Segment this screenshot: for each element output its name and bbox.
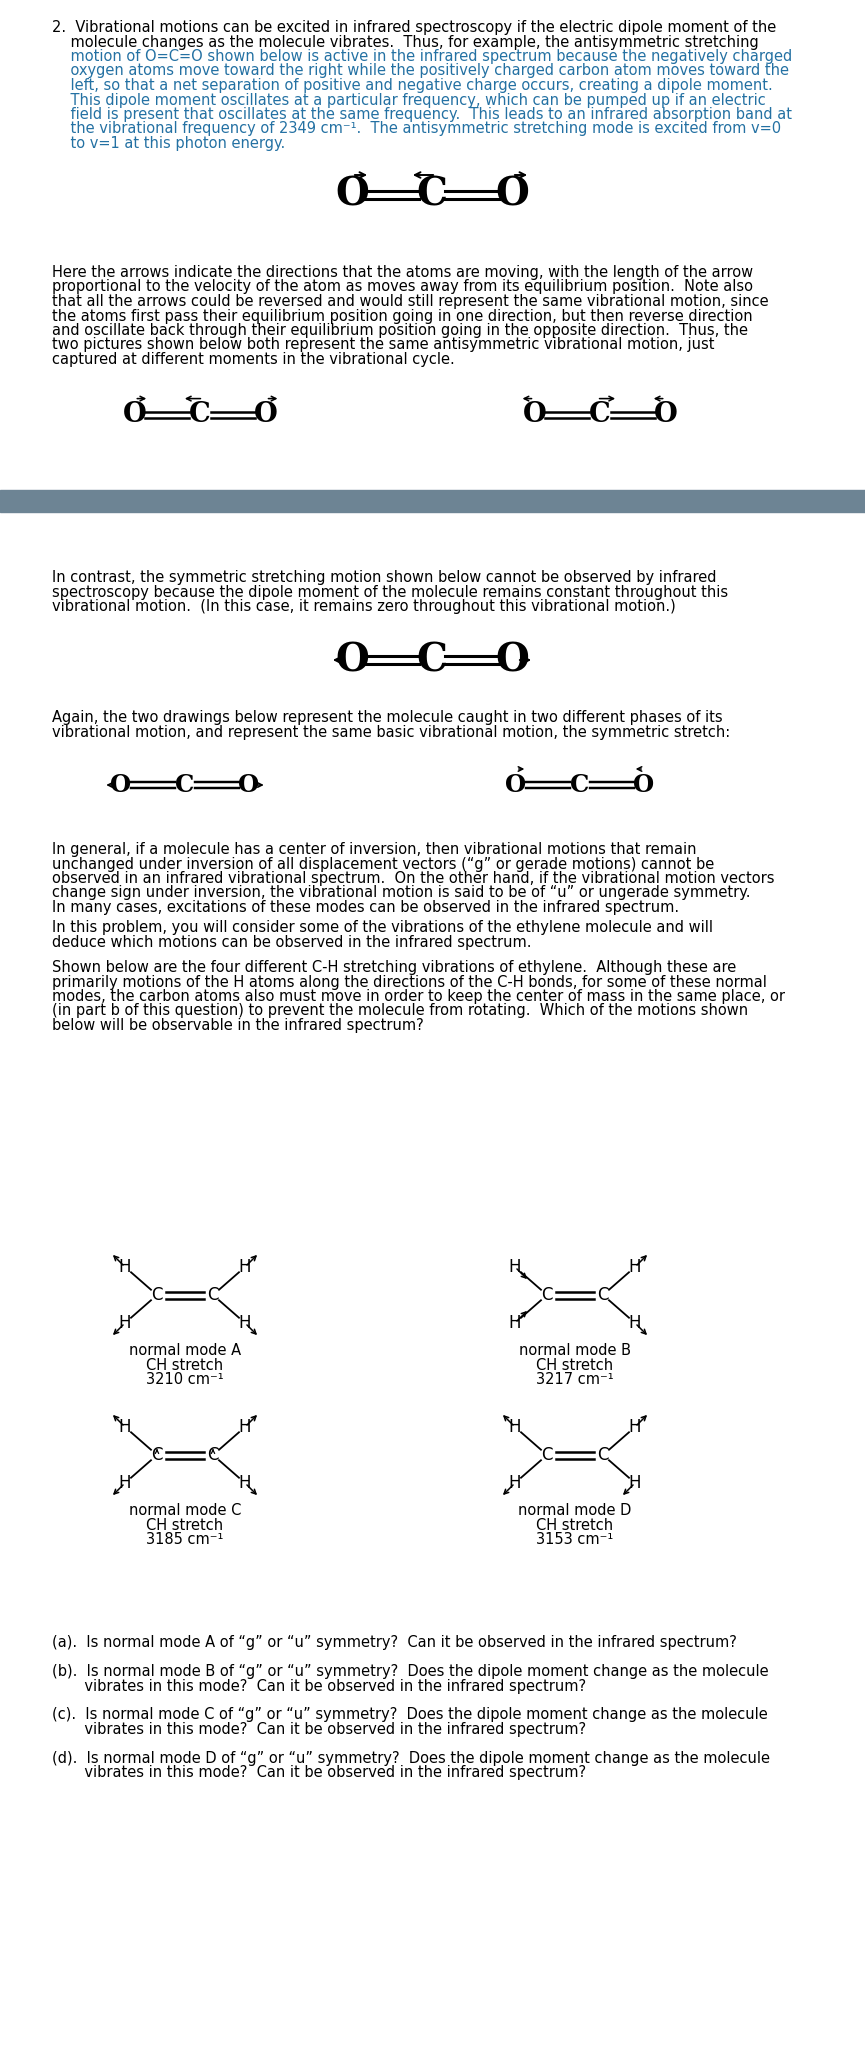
Text: modes, the carbon atoms also must move in order to keep the center of mass in th: modes, the carbon atoms also must move i…	[52, 990, 785, 1004]
Text: 3210 cm⁻¹: 3210 cm⁻¹	[146, 1371, 224, 1388]
Text: CH stretch: CH stretch	[536, 1518, 613, 1533]
Text: C: C	[541, 1446, 553, 1464]
Text: H: H	[509, 1475, 522, 1491]
Text: normal mode A: normal mode A	[129, 1342, 241, 1359]
Text: CH stretch: CH stretch	[146, 1357, 223, 1373]
Text: C: C	[417, 642, 447, 679]
Text: molecule changes as the molecule vibrates.  Thus, for example, the antisymmetric: molecule changes as the molecule vibrate…	[52, 35, 759, 50]
Text: C: C	[597, 1286, 609, 1305]
Text: H: H	[509, 1257, 522, 1276]
Text: O: O	[633, 772, 655, 797]
Text: C: C	[151, 1446, 163, 1464]
Text: Shown below are the four different C-H stretching vibrations of ethylene.  Altho: Shown below are the four different C-H s…	[52, 961, 736, 975]
Text: that all the arrows could be reversed and would still represent the same vibrati: that all the arrows could be reversed an…	[52, 294, 769, 309]
Text: C: C	[189, 402, 211, 429]
Text: H: H	[509, 1313, 522, 1332]
Text: C: C	[597, 1446, 609, 1464]
Text: left, so that a net separation of positive and negative charge occurs, creating : left, so that a net separation of positi…	[52, 79, 772, 93]
Text: change sign under inversion, the vibrational motion is said to be of “u” or unge: change sign under inversion, the vibrati…	[52, 886, 751, 901]
Text: H: H	[119, 1257, 131, 1276]
Text: primarily motions of the H atoms along the directions of the C-H bonds, for some: primarily motions of the H atoms along t…	[52, 975, 767, 990]
Text: C: C	[570, 772, 590, 797]
Text: H: H	[119, 1313, 131, 1332]
Text: O: O	[111, 772, 131, 797]
Text: H: H	[239, 1257, 251, 1276]
Text: O: O	[654, 402, 677, 429]
Text: H: H	[629, 1475, 641, 1491]
Text: H: H	[509, 1419, 522, 1435]
Text: O: O	[335, 176, 368, 213]
Text: C: C	[208, 1446, 219, 1464]
Text: H: H	[629, 1313, 641, 1332]
Text: below will be observable in the infrared spectrum?: below will be observable in the infrared…	[52, 1019, 424, 1033]
Text: H: H	[239, 1419, 251, 1435]
Text: In this problem, you will consider some of the vibrations of the ethylene molecu: In this problem, you will consider some …	[52, 920, 713, 934]
Text: In contrast, the symmetric stretching motion shown below cannot be observed by i: In contrast, the symmetric stretching mo…	[52, 570, 716, 584]
Text: vibrates in this mode?  Can it be observed in the infrared spectrum?: vibrates in this mode? Can it be observe…	[52, 1721, 586, 1738]
Text: H: H	[119, 1475, 131, 1491]
Text: normal mode B: normal mode B	[519, 1342, 631, 1359]
Text: Here the arrows indicate the directions that the atoms are moving, with the leng: Here the arrows indicate the directions …	[52, 265, 753, 280]
Text: O: O	[253, 402, 278, 429]
Text: 2.  Vibrational motions can be excited in infrared spectroscopy if the electric : 2. Vibrational motions can be excited in…	[52, 21, 776, 35]
Text: H: H	[629, 1419, 641, 1435]
Text: the vibrational frequency of 2349 cm⁻¹.  The antisymmetric stretching mode is ex: the vibrational frequency of 2349 cm⁻¹. …	[52, 122, 781, 137]
Text: C: C	[417, 176, 447, 213]
Text: (in part b of this question) to prevent the molecule from rotating.  Which of th: (in part b of this question) to prevent …	[52, 1004, 748, 1019]
Text: H: H	[629, 1257, 641, 1276]
Text: H: H	[239, 1313, 251, 1332]
Text: captured at different moments in the vibrational cycle.: captured at different moments in the vib…	[52, 352, 455, 367]
Text: (b).  Is normal mode B of “g” or “u” symmetry?  Does the dipole moment change as: (b). Is normal mode B of “g” or “u” symm…	[52, 1663, 769, 1680]
Text: C: C	[589, 402, 611, 429]
Text: oxygen atoms move toward the right while the positively charged carbon atom move: oxygen atoms move toward the right while…	[52, 64, 789, 79]
Text: C: C	[176, 772, 195, 797]
Text: H: H	[119, 1419, 131, 1435]
Text: O: O	[123, 402, 146, 429]
Text: Again, the two drawings below represent the molecule caught in two different pha: Again, the two drawings below represent …	[52, 710, 722, 725]
Text: C: C	[541, 1286, 553, 1305]
Text: motion of O=C=O shown below is active in the infrared spectrum because the negat: motion of O=C=O shown below is active in…	[52, 50, 792, 64]
Text: to v=1 at this photon energy.: to v=1 at this photon energy.	[52, 137, 285, 151]
Text: normal mode C: normal mode C	[129, 1504, 241, 1518]
Text: (d).  Is normal mode D of “g” or “u” symmetry?  Does the dipole moment change as: (d). Is normal mode D of “g” or “u” symm…	[52, 1750, 770, 1767]
Text: (a).  Is normal mode A of “g” or “u” symmetry?  Can it be observed in the infrar: (a). Is normal mode A of “g” or “u” symm…	[52, 1634, 737, 1651]
Text: observed in an infrared vibrational spectrum.  On the other hand, if the vibrati: observed in an infrared vibrational spec…	[52, 872, 774, 886]
Text: spectroscopy because the dipole moment of the molecule remains constant througho: spectroscopy because the dipole moment o…	[52, 584, 728, 599]
Text: O: O	[495, 642, 529, 679]
Text: 3153 cm⁻¹: 3153 cm⁻¹	[536, 1533, 613, 1547]
Text: two pictures shown below both represent the same antisymmetric vibrational motio: two pictures shown below both represent …	[52, 338, 714, 352]
Text: O: O	[505, 772, 527, 797]
Text: normal mode D: normal mode D	[518, 1504, 631, 1518]
Text: 3217 cm⁻¹: 3217 cm⁻¹	[536, 1371, 614, 1388]
Text: vibrates in this mode?  Can it be observed in the infrared spectrum?: vibrates in this mode? Can it be observe…	[52, 1764, 586, 1781]
Text: and oscillate back through their equilibrium position going in the opposite dire: and oscillate back through their equilib…	[52, 323, 748, 338]
Text: vibrational motion.  (In this case, it remains zero throughout this vibrational : vibrational motion. (In this case, it re…	[52, 599, 676, 613]
Text: CH stretch: CH stretch	[146, 1518, 223, 1533]
Text: This dipole moment oscillates at a particular frequency, which can be pumped up : This dipole moment oscillates at a parti…	[52, 93, 766, 108]
Text: field is present that oscillates at the same frequency.  This leads to an infrar: field is present that oscillates at the …	[52, 108, 792, 122]
Text: O: O	[335, 642, 368, 679]
Text: deduce which motions can be observed in the infrared spectrum.: deduce which motions can be observed in …	[52, 934, 531, 949]
Text: O: O	[495, 176, 529, 213]
Text: O: O	[522, 402, 547, 429]
Bar	[0, 491, 865, 512]
Text: proportional to the velocity of the atom as moves away from its equilibrium posi: proportional to the velocity of the atom…	[52, 280, 753, 294]
Text: C: C	[151, 1286, 163, 1305]
Text: H: H	[239, 1475, 251, 1491]
Text: unchanged under inversion of all displacement vectors (“g” or gerade motions) ca: unchanged under inversion of all displac…	[52, 857, 714, 872]
Text: C: C	[208, 1286, 219, 1305]
Text: (c).  Is normal mode C of “g” or “u” symmetry?  Does the dipole moment change as: (c). Is normal mode C of “g” or “u” symm…	[52, 1707, 768, 1723]
Text: In general, if a molecule has a center of inversion, then vibrational motions th: In general, if a molecule has a center o…	[52, 843, 696, 857]
Text: 3185 cm⁻¹: 3185 cm⁻¹	[146, 1533, 224, 1547]
Text: vibrates in this mode?  Can it be observed in the infrared spectrum?: vibrates in this mode? Can it be observe…	[52, 1678, 586, 1694]
Text: CH stretch: CH stretch	[536, 1357, 613, 1373]
Text: In many cases, excitations of these modes can be observed in the infrared spectr: In many cases, excitations of these mode…	[52, 901, 679, 915]
Text: O: O	[239, 772, 260, 797]
Text: the atoms first pass their equilibrium position going in one direction, but then: the atoms first pass their equilibrium p…	[52, 309, 753, 323]
Text: vibrational motion, and represent the same basic vibrational motion, the symmetr: vibrational motion, and represent the sa…	[52, 725, 730, 739]
